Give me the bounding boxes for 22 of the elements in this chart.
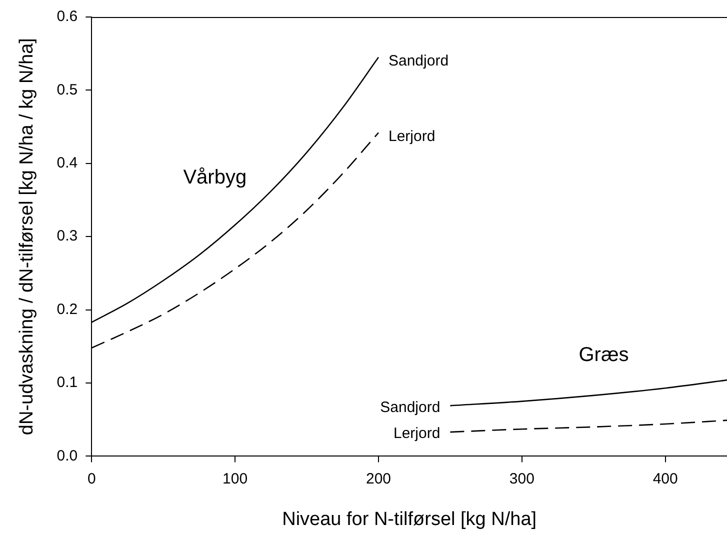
y-tick-label: 0.5 xyxy=(56,81,78,98)
x-axis-title: Niveau for N-tilførsel [kg N/ha] xyxy=(282,508,537,530)
y-tick-label: 0.6 xyxy=(56,8,78,26)
series-label: Lerjord xyxy=(393,425,440,442)
series-label: Sandjord xyxy=(380,398,440,416)
y-axis-title: dN-udvaskning / dN-tilførsel [kg N/ha / kg N/ha] xyxy=(16,38,38,436)
x-tick-label: 100 xyxy=(222,470,248,488)
y-tick-label: 0.4 xyxy=(56,154,78,172)
line-series xyxy=(450,379,727,406)
annotation: Græs xyxy=(578,344,629,366)
x-tick-label: 300 xyxy=(509,470,534,488)
x-tick-label: 400 xyxy=(652,470,678,488)
y-tick-label: 0.2 xyxy=(56,300,78,318)
x-tick-label: 0 xyxy=(87,470,96,488)
x-tick-label: 200 xyxy=(366,470,392,488)
annotation: Vårbyg xyxy=(183,166,247,188)
y-tick-label: 0.1 xyxy=(56,374,78,392)
y-tick-label: 0.0 xyxy=(56,447,78,464)
series-label: Lerjord xyxy=(388,128,436,145)
y-tick-label: 0.3 xyxy=(56,228,78,245)
line-series xyxy=(450,420,727,433)
series-label: Sandjord xyxy=(388,52,449,70)
